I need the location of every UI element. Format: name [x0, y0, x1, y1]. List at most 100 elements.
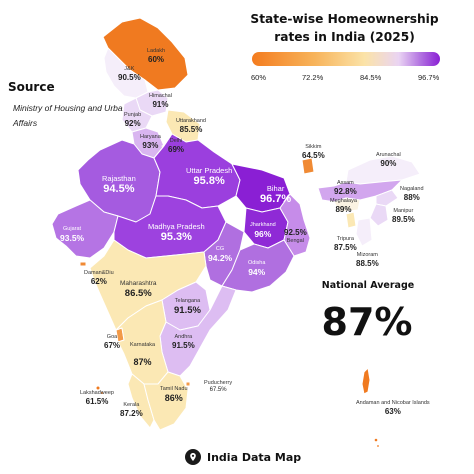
state-value: 89.5% [392, 214, 415, 224]
label-puducherry: Puducherry 67.5% [204, 380, 232, 394]
legend-color-bar [252, 52, 440, 66]
label-tamil-nadu: Tamil Nadu 86% [160, 386, 188, 403]
state-name: CG [215, 246, 225, 252]
region-meghalaya[interactable] [333, 197, 361, 213]
state-name: Arunachal [376, 152, 401, 158]
state-name: Tripura [336, 236, 354, 242]
footer-brand: India Data Map [185, 449, 301, 465]
region-manipur[interactable] [369, 203, 389, 227]
label-delhi: Delhi 69% [168, 138, 184, 154]
label-nagaland: Nagaland 88% [400, 186, 424, 202]
label-andhra: Andhra 91.5% [172, 334, 195, 350]
region-puducherry[interactable] [185, 381, 191, 387]
national-average-label: National Average [321, 280, 415, 291]
region-daman-diu[interactable] [79, 261, 87, 267]
state-name: Puducherry [204, 380, 233, 386]
state-value: 62% [90, 276, 107, 286]
state-value: 87.2% [120, 408, 143, 418]
state-value: 67.5% [209, 386, 227, 393]
state-value: 63% [384, 406, 401, 416]
state-name: Uttar Pradesh [186, 166, 233, 175]
label-goa: Goa 67% [104, 334, 120, 350]
region-tripura[interactable] [345, 211, 357, 229]
label-kerala: Kerala 87.2% [120, 402, 143, 418]
label-daman-diu: Daman&Diu 62% [84, 270, 114, 286]
state-name: Lakshadweep [80, 390, 114, 396]
label-assam: Assam 92.8% [334, 180, 357, 196]
legend-tick-3: 84.5% [360, 73, 382, 82]
state-value: 91% [152, 99, 169, 109]
state-name: Bihar [266, 184, 285, 193]
chart-title: State-wise Homeownership rates in India … [250, 12, 439, 44]
label-himachal: Himachal 91% [149, 93, 172, 109]
label-bihar: Bihar 96.7% [260, 184, 291, 206]
state-value: 96.7% [260, 193, 292, 205]
label-jk: J&K 90.5% [118, 66, 141, 82]
state-name: Gujarat [63, 226, 82, 232]
state-name: Nagaland [400, 186, 424, 192]
state-value: 85.5% [179, 124, 203, 134]
state-name: Uttarakhand [176, 118, 206, 124]
label-maharashtra: Maharashtra 86.5% [120, 280, 157, 299]
label-mizoram: Mizoram 88.5% [356, 252, 379, 268]
state-value: 92.5% [284, 228, 307, 237]
state-name: Punjab [124, 112, 142, 118]
region-bengal[interactable] [279, 193, 311, 257]
state-name: Karnataka [130, 342, 156, 348]
legend-tick-max: 96.7% [418, 73, 440, 82]
region-mizoram[interactable] [355, 217, 373, 247]
state-value: 90% [380, 158, 397, 168]
label-jharkhand: Jharkhand 96% [250, 222, 276, 239]
label-odisha: Odisha 94% [248, 260, 265, 277]
label-tripura: Tripura 87.5% [334, 236, 357, 252]
state-name: Ladakh [147, 48, 166, 54]
state-value: 96% [254, 228, 272, 239]
state-value: 92.8% [334, 186, 357, 196]
label-mp: Madhya Pradesh 95.3% [148, 222, 205, 244]
state-name: Mizoram [356, 252, 378, 258]
state-name: Andaman and Nicobar Islands [356, 400, 430, 406]
label-karnataka: Karnataka 87% [130, 342, 155, 367]
state-value: 86% [164, 392, 183, 403]
state-value: 94.2% [208, 252, 233, 263]
state-value: 88.5% [356, 258, 379, 268]
state-value: 86.5% [124, 287, 152, 299]
region-sikkim[interactable] [301, 157, 315, 175]
national-average-value: 87% [321, 300, 413, 344]
state-value: 89% [335, 204, 352, 214]
state-name: Delhi [169, 138, 183, 144]
state-value: 88% [403, 192, 420, 202]
state-name: Haryana [140, 134, 161, 140]
state-value: 93% [142, 140, 159, 150]
label-cg: CG 94.2% [208, 246, 232, 263]
label-haryana: Haryana 93% [140, 134, 161, 150]
region-nicobar-isle [373, 437, 379, 443]
state-value: 87.5% [334, 242, 357, 252]
label-andaman-nicobar: Andaman and Nicobar Islands 63% [356, 400, 430, 416]
region-punjab[interactable] [121, 97, 153, 133]
state-name: Tamil Nadu [160, 386, 188, 392]
region-lakshadweep[interactable] [95, 385, 101, 391]
legend-tick-2: 72.2% [302, 73, 324, 82]
region-andaman-nicobar[interactable] [361, 367, 371, 395]
state-value: 87% [133, 356, 152, 367]
state-value: 95.8% [193, 175, 225, 187]
state-value: 61.5% [85, 396, 109, 406]
region-gujarat[interactable] [51, 199, 119, 259]
state-value: 94.5% [103, 183, 135, 195]
india-data-map-logo-icon [185, 449, 201, 465]
state-name: Bengal [286, 237, 304, 244]
label-meghalaya: Meghalaya 89% [330, 198, 357, 214]
region-tamil-nadu[interactable] [143, 371, 189, 431]
state-value: 93.5% [60, 232, 85, 243]
state-name: Madhya Pradesh [148, 222, 205, 231]
state-name: Kerala [123, 402, 140, 408]
region-up[interactable] [153, 133, 241, 209]
state-value: 60% [148, 54, 165, 64]
state-name: Rajasthan [102, 174, 136, 183]
state-name: Goa [106, 334, 118, 340]
region-jk[interactable] [103, 47, 149, 99]
state-name: Himachal [149, 93, 172, 99]
label-uttarakhand: Uttarakhand 85.5% [176, 118, 206, 134]
region-nagaland[interactable] [375, 189, 399, 207]
